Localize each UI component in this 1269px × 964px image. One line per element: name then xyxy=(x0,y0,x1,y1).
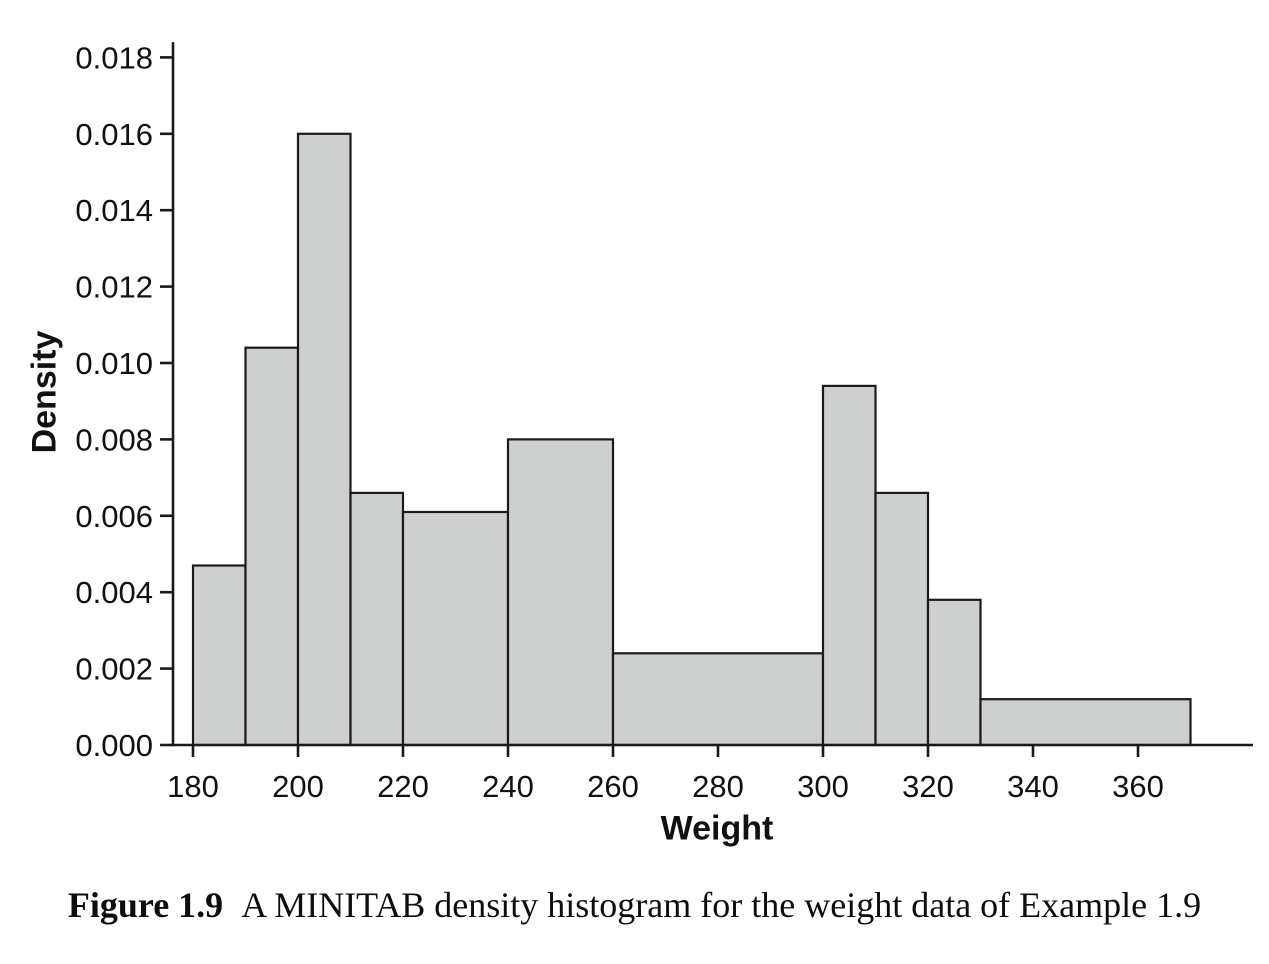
y-tick-label: 0.014 xyxy=(75,193,153,228)
x-tick-label: 320 xyxy=(902,769,954,804)
histogram-bar xyxy=(979,698,1192,747)
histogram-bar xyxy=(874,491,930,747)
x-tick-label: 200 xyxy=(272,769,324,804)
x-axis-title: Weight xyxy=(660,809,774,848)
histogram-bar xyxy=(506,438,615,747)
y-axis-title: Density xyxy=(25,330,64,454)
x-tick-label: 300 xyxy=(797,769,849,804)
x-tick-label: 340 xyxy=(1007,769,1059,804)
y-tick-label: 0.000 xyxy=(75,728,153,763)
x-tick-label: 240 xyxy=(482,769,534,804)
density-histogram-chart: 0.000 0.002 0.004 0.006 0.008 0.010 0.012 0.014… xyxy=(25,40,1253,848)
x-tick-label: 360 xyxy=(1112,769,1164,804)
histogram-bar xyxy=(349,491,405,747)
y-tick-label: 0.010 xyxy=(75,346,153,381)
figure-caption: Figure 1.9 A MINITAB density histogram fo… xyxy=(0,884,1269,926)
y-tick-label: 0.012 xyxy=(75,270,153,305)
figure-caption-label: Figure 1.9 xyxy=(67,885,224,925)
histogram-plot-area: 0.000 0.002 0.004 0.006 0.008 0.010 0.012 0.014… xyxy=(75,40,1253,804)
histogram-bar xyxy=(244,346,300,747)
y-tick-label: 0.008 xyxy=(75,422,153,457)
x-tick-label: 220 xyxy=(377,769,429,804)
histogram-bar xyxy=(401,510,510,747)
y-tick-label: 0.002 xyxy=(75,652,153,687)
y-tick-label: 0.004 xyxy=(75,575,153,610)
histogram-bar xyxy=(611,652,825,747)
histogram-bar xyxy=(296,132,352,747)
x-tick-label: 260 xyxy=(587,769,639,804)
x-tick-label: 180 xyxy=(167,769,219,804)
y-tick-label: 0.006 xyxy=(75,499,153,534)
histogram-bar xyxy=(821,384,877,747)
y-tick-label: 0.016 xyxy=(75,117,153,152)
y-tick-label: 0.018 xyxy=(75,40,153,75)
x-tick-label: 280 xyxy=(692,769,744,804)
figure-caption-text: A MINITAB density histogram for the weig… xyxy=(241,885,1202,925)
histogram-bar xyxy=(191,564,247,747)
histogram-bar xyxy=(926,598,982,747)
